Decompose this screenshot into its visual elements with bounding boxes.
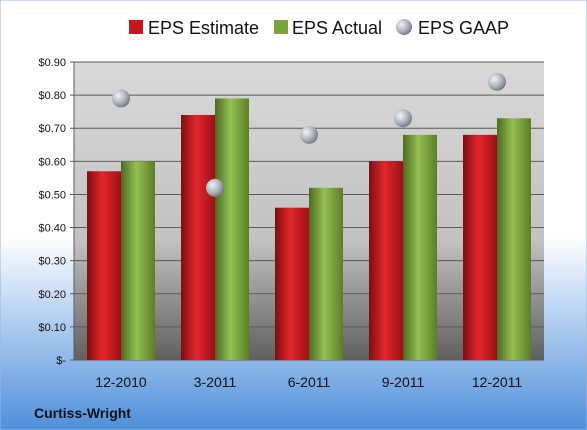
legend-label-gaap: EPS GAAP (418, 18, 509, 38)
x-category-label: 12-2011 (472, 374, 523, 390)
x-category-label: 12-2010 (95, 374, 147, 390)
legend-item-estimate: EPS Estimate (129, 18, 259, 38)
company-name: Curtiss-Wright (34, 405, 131, 421)
y-tick-label: $0.90 (38, 57, 66, 69)
bar-eps-actual (403, 134, 437, 360)
legend-label-actual: EPS Actual (292, 18, 382, 38)
bar-eps-estimate (369, 161, 403, 360)
y-tick-label: $0.20 (38, 289, 66, 301)
legend-swatch-actual (274, 20, 288, 34)
point-eps-gaap (300, 125, 318, 144)
y-tick-label: $0.50 (38, 189, 66, 201)
point-eps-gaap (394, 109, 412, 128)
bar-eps-actual (309, 187, 343, 360)
gaap-points (112, 72, 506, 197)
x-category-label: 6-2011 (288, 374, 331, 390)
legend-swatch-gaap (396, 19, 412, 35)
y-tick-label: $0.60 (38, 156, 66, 168)
y-tick-label: $0.80 (38, 90, 66, 102)
bar-eps-estimate (275, 207, 309, 360)
bar-eps-estimate (463, 134, 497, 360)
y-tick-label: $0.30 (38, 256, 66, 268)
legend-item-gaap: EPS GAAP (396, 18, 509, 38)
point-eps-gaap (488, 72, 506, 91)
legend-item-actual: EPS Actual (274, 18, 382, 38)
bar-eps-estimate (87, 171, 121, 360)
y-tick-label: $- (56, 355, 66, 367)
x-category-label: 3-2011 (194, 374, 237, 390)
y-tick-label: $0.40 (38, 223, 66, 235)
legend: EPS Estimate EPS Actual EPS GAAP (129, 18, 509, 38)
point-eps-gaap (206, 178, 224, 197)
y-tick-label: $0.70 (38, 123, 66, 135)
x-axis-labels: 12-2010 3-2011 6-2011 9-2011 12-2011 (95, 374, 522, 390)
legend-swatch-estimate (129, 20, 143, 34)
x-category-label: 9-2011 (382, 374, 425, 390)
bar-eps-actual (497, 118, 531, 361)
bars (87, 98, 531, 361)
y-axis-ticks: $- $0.10 $0.20 $0.30 $0.40 $0.50 $0.60 $0.70 $0.… (38, 57, 75, 367)
bar-eps-actual (215, 98, 249, 360)
bar-eps-actual (121, 161, 155, 360)
bar-eps-estimate (181, 114, 215, 360)
y-tick-label: $0.10 (38, 322, 66, 334)
legend-label-estimate: EPS Estimate (148, 18, 259, 38)
point-eps-gaap (112, 89, 130, 108)
